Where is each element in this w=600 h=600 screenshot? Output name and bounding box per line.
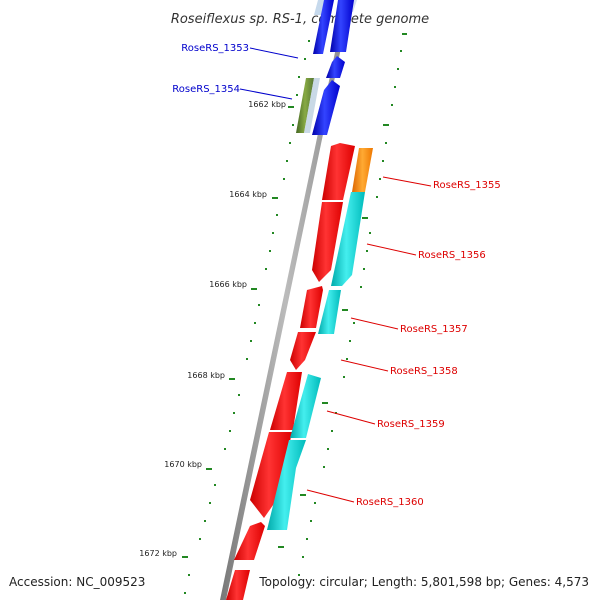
cds-feature-red[interactable] bbox=[300, 286, 323, 328]
label-leaders bbox=[239, 47, 432, 503]
coordinate-label: 1666 kbp bbox=[209, 280, 247, 289]
inner-tick-ring bbox=[182, 40, 310, 594]
cds-feature-red[interactable] bbox=[270, 372, 302, 430]
orange-feature[interactable] bbox=[352, 148, 373, 192]
cds-feature-red[interactable] bbox=[234, 522, 265, 560]
gene-labels: RoseRS_1353 RoseRS_1354 RoseRS_1355 Rose… bbox=[172, 43, 500, 508]
accession-text: Accession: NC_009523 bbox=[9, 575, 145, 589]
genome-title: Roseiflexus sp. RS-1, complete genome bbox=[171, 12, 429, 27]
genome-summary-text: Topology: circular; Length: 5,801,598 bp… bbox=[258, 575, 589, 589]
cds-feature-red[interactable] bbox=[322, 143, 355, 200]
gene-label-rs1358[interactable]: RoseRS_1358 bbox=[390, 366, 458, 377]
coordinate-label: 1668 kbp bbox=[187, 371, 225, 380]
gene-label-rs1353[interactable]: RoseRS_1353 bbox=[181, 43, 249, 54]
cds-feature-cyan[interactable] bbox=[331, 192, 365, 286]
gene-label-rs1357[interactable]: RoseRS_1357 bbox=[400, 324, 468, 335]
pale-feature[interactable] bbox=[304, 78, 320, 133]
cds-feature-blue[interactable] bbox=[330, 0, 354, 52]
coordinate-label: 1664 kbp bbox=[229, 190, 267, 199]
cds-feature-cyan[interactable] bbox=[267, 440, 306, 530]
olive-feature[interactable] bbox=[296, 78, 314, 133]
cds-feature-cyan[interactable] bbox=[318, 290, 341, 334]
cds-feature-blue[interactable] bbox=[313, 0, 334, 54]
coordinate-label: 1662 kbp bbox=[248, 100, 286, 109]
cds-feature-blue[interactable] bbox=[312, 80, 340, 135]
genome-backbone bbox=[220, 0, 351, 600]
gene-label-rs1359[interactable]: RoseRS_1359 bbox=[377, 419, 445, 430]
cds-feature-cyan[interactable] bbox=[290, 374, 321, 438]
gene-label-rs1360[interactable]: RoseRS_1360 bbox=[356, 497, 424, 508]
cds-feature-red[interactable] bbox=[250, 432, 292, 518]
coordinate-labels: 1662 kbp 1664 kbp 1666 kbp 1668 kbp 1670… bbox=[139, 100, 286, 558]
gene-label-rs1355[interactable]: RoseRS_1355 bbox=[433, 180, 501, 191]
coordinate-label: 1670 kbp bbox=[164, 460, 202, 469]
gene-label-rs1354[interactable]: RoseRS_1354 bbox=[172, 84, 240, 95]
cds-feature-red[interactable] bbox=[226, 570, 250, 600]
coordinate-label: 1672 kbp bbox=[139, 549, 177, 558]
outer-tick-ring bbox=[278, 33, 407, 576]
cds-feature-red[interactable] bbox=[312, 202, 343, 282]
gene-label-rs1356[interactable]: RoseRS_1356 bbox=[418, 250, 486, 261]
cds-feature-blue[interactable] bbox=[326, 56, 345, 78]
cds-feature-red[interactable] bbox=[290, 332, 316, 370]
